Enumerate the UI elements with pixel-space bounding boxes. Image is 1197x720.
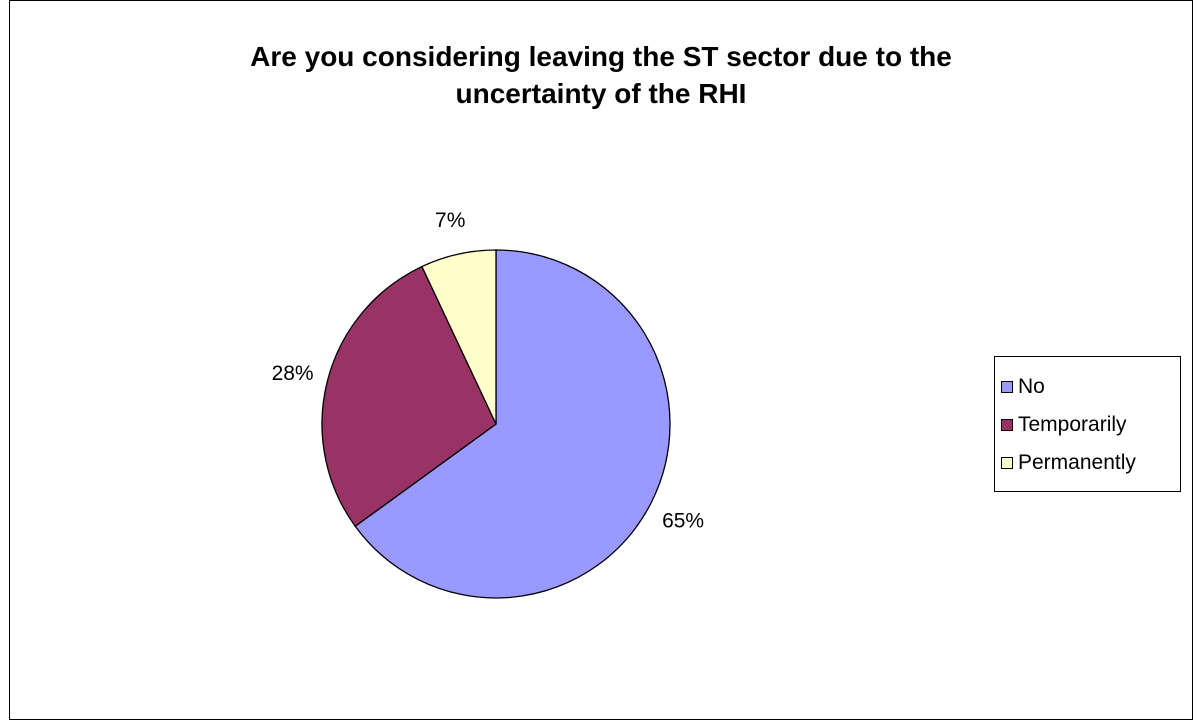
legend-label-permanently: Permanently	[1018, 451, 1136, 474]
legend-swatch-permanently	[1001, 457, 1013, 469]
pie-slices	[321, 249, 671, 599]
data-label-no: 65%	[662, 509, 704, 532]
chart-title: Are you considering leaving the ST secto…	[9, 38, 1193, 112]
data-label-temporarily: 28%	[272, 362, 314, 385]
legend-item-permanently: Permanently	[1001, 451, 1136, 475]
pie-data-labels: 65% 28% 7%	[272, 209, 705, 532]
legend-label-temporarily: Temporarily	[1018, 413, 1127, 436]
legend-item-temporarily: Temporarily	[1001, 413, 1127, 437]
legend-swatch-no	[1001, 381, 1013, 393]
legend-swatch-temporarily	[1001, 419, 1013, 431]
pie-chart: 65% 28% 7%	[272, 209, 705, 599]
legend: No Temporarily Permanently	[994, 356, 1181, 492]
pie-slice-no	[354, 249, 671, 599]
pie-slice-temporarily	[321, 265, 497, 528]
chart-title-line-2: uncertainty of the RHI	[455, 78, 747, 109]
legend-item-no: No	[1001, 375, 1045, 399]
pie-slice-permanently	[421, 249, 497, 425]
legend-label-no: No	[1018, 375, 1045, 398]
chart-title-line-1: Are you considering leaving the ST secto…	[250, 41, 952, 72]
data-label-permanently: 7%	[435, 209, 465, 232]
